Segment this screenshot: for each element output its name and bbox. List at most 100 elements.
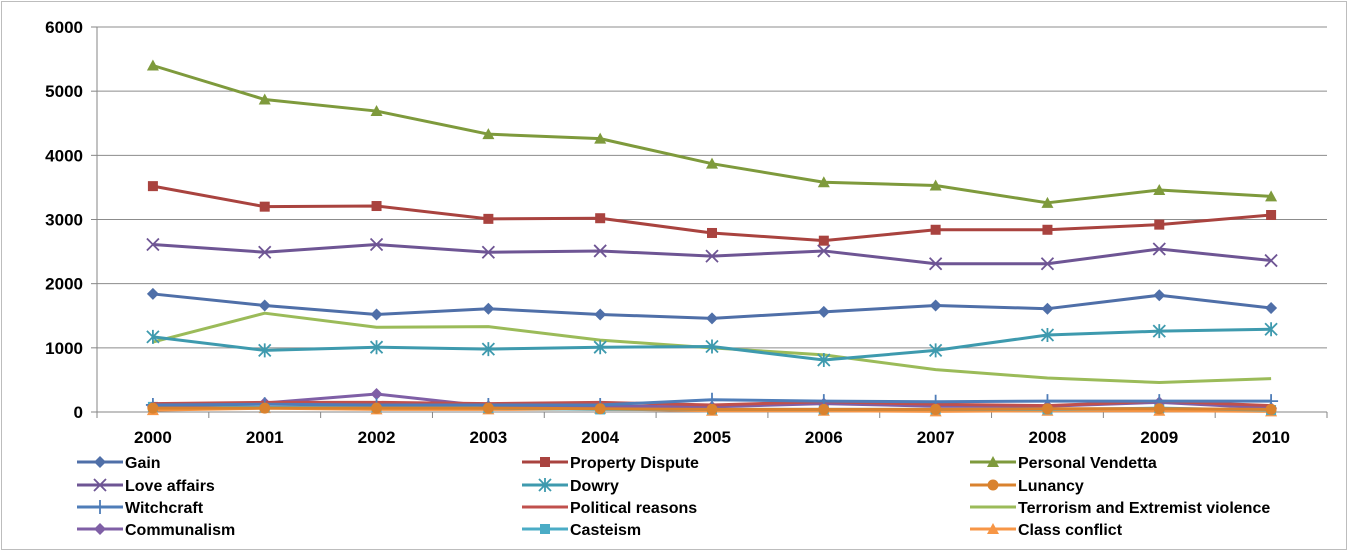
- data-point-property-dispute: [1154, 219, 1165, 230]
- data-point-property-dispute: [1042, 224, 1053, 235]
- series-property-dispute: [147, 181, 1277, 246]
- legend-item-gain: Gain: [77, 455, 161, 472]
- data-point-gain: [1265, 302, 1278, 315]
- legend-item-terrorism-and-extremist-violence: Terrorism and Extremist violence: [970, 500, 1270, 517]
- data-point-lunancy: [259, 402, 271, 414]
- y-tick-label: 2000: [45, 275, 83, 294]
- data-point-lunancy: [818, 403, 830, 415]
- series-line-personal-vendetta: [152, 64, 1272, 205]
- data-point-love-affairs: [1264, 253, 1278, 268]
- data-point-dowry: [146, 329, 160, 344]
- legend-label: Communalism: [125, 522, 235, 539]
- data-point-love-affairs: [369, 237, 384, 252]
- data-point-gain: [258, 299, 271, 312]
- data-point-love-affairs: [1152, 242, 1166, 256]
- data-point-gain: [370, 308, 383, 321]
- legend-marker: [540, 524, 550, 534]
- data-point-property-dispute: [707, 227, 717, 238]
- data-point-love-affairs: [146, 237, 160, 252]
- x-tick-label: 2004: [581, 428, 619, 447]
- data-point-property-dispute: [930, 224, 941, 235]
- data-point-personal-vendetta: [1153, 183, 1166, 195]
- legend-label: Terrorism and Extremist violence: [1018, 500, 1270, 517]
- y-tick-label: 4000: [45, 146, 83, 165]
- data-point-personal-vendetta: [594, 132, 607, 144]
- legend-marker: [987, 479, 999, 491]
- legend-marker: [94, 456, 106, 468]
- data-point-dowry: [1152, 324, 1166, 339]
- data-point-personal-vendetta: [370, 105, 383, 117]
- x-axis: 2000 2001 2002 2003 2004 2005 2006 2007 2008 2009…: [96, 411, 1328, 447]
- data-point-lunancy: [594, 403, 606, 415]
- data-point-dowry: [817, 353, 831, 368]
- data-point-gain: [706, 312, 718, 325]
- data-point-personal-vendetta: [258, 93, 271, 105]
- data-point-lunancy: [1041, 403, 1053, 415]
- y-tick-label: 6000: [45, 18, 83, 37]
- data-point-communalism: [370, 388, 383, 401]
- legend-marker: [540, 457, 550, 467]
- series-dowry: [146, 322, 1278, 368]
- series-gain: [146, 287, 1278, 325]
- data-point-love-affairs: [593, 244, 607, 258]
- legend-marker: [987, 523, 999, 534]
- x-tick-label: 2003: [469, 428, 507, 447]
- legend: Gain Property Dispute Personal Vendetta Lov…: [77, 455, 1270, 539]
- data-point-personal-vendetta: [1041, 196, 1054, 208]
- series-lunancy: [147, 402, 1277, 415]
- y-tick-label: 5000: [45, 82, 83, 101]
- data-point-gain: [1153, 289, 1166, 302]
- data-point-personal-vendetta: [706, 157, 718, 169]
- x-tick-label: 2010: [1252, 428, 1290, 447]
- legend-label: Dowry: [570, 478, 619, 495]
- legend-item-political-reasons: Political reasons: [522, 500, 697, 517]
- data-point-love-affairs: [928, 257, 943, 271]
- data-point-love-affairs: [705, 249, 719, 263]
- data-point-lunancy: [482, 402, 494, 414]
- data-point-property-dispute: [147, 181, 158, 192]
- x-tick-label: 2008: [1029, 428, 1067, 447]
- data-point-property-dispute: [1266, 210, 1277, 221]
- data-point-gain: [594, 308, 607, 321]
- data-point-dowry: [1264, 322, 1278, 337]
- legend-label: Gain: [125, 455, 161, 472]
- data-point-dowry: [258, 343, 272, 358]
- legend-marker: [538, 478, 552, 492]
- data-point-personal-vendetta: [1265, 190, 1278, 202]
- data-point-lunancy: [706, 403, 718, 415]
- data-point-personal-vendetta: [482, 128, 495, 140]
- legend-item-lunancy: Lunancy: [970, 478, 1084, 495]
- x-tick-label: 2007: [917, 428, 955, 447]
- x-tick-label: 2000: [134, 428, 172, 447]
- y-tick-label: 1000: [45, 339, 83, 358]
- series-love-affairs: [146, 237, 1278, 271]
- legend-item-witchcraft: Witchcraft: [77, 500, 204, 517]
- legend-label: Casteism: [570, 522, 641, 539]
- data-point-gain: [146, 287, 159, 300]
- data-point-lunancy: [147, 402, 159, 414]
- legend-label: Lunancy: [1018, 478, 1084, 495]
- legend-item-communalism: Communalism: [77, 522, 235, 539]
- y-tick-label: 3000: [45, 211, 83, 230]
- data-point-gain: [1041, 302, 1054, 315]
- data-point-love-affairs: [481, 245, 496, 259]
- legend-item-property-dispute: Property Dispute: [522, 455, 699, 472]
- x-tick-label: 2001: [246, 428, 284, 447]
- legend-label: Witchcraft: [125, 500, 204, 517]
- gridlines: [97, 26, 1327, 349]
- data-point-gain: [817, 305, 830, 318]
- x-tick-label: 2009: [1140, 428, 1178, 447]
- data-point-dowry: [593, 340, 607, 355]
- legend-label: Property Dispute: [570, 455, 699, 472]
- legend-marker: [987, 456, 999, 467]
- data-point-personal-vendetta: [146, 59, 159, 71]
- data-point-lunancy: [371, 402, 383, 414]
- series-line-love-affairs: [152, 243, 1272, 266]
- y-tick-label: 0: [74, 403, 83, 422]
- data-point-dowry: [705, 339, 719, 354]
- data-point-personal-vendetta: [929, 179, 942, 191]
- data-point-personal-vendetta: [817, 176, 830, 188]
- legend-item-love-affairs: Love affairs: [77, 478, 215, 495]
